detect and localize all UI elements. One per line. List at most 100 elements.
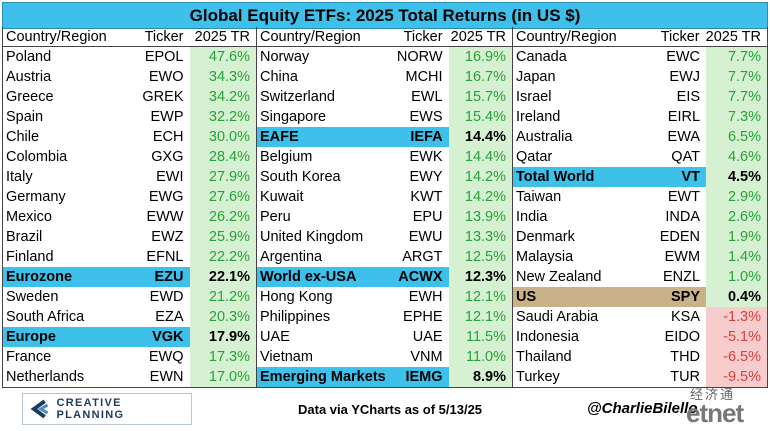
- ticker-symbol: NORW: [396, 49, 443, 65]
- country-name: Taiwan: [516, 189, 562, 205]
- return-value: 1.4%: [706, 247, 767, 267]
- country-name: India: [516, 209, 548, 225]
- return-value: 32.2%: [189, 107, 256, 127]
- ticker-symbol: EWI: [156, 169, 184, 185]
- ticker-symbol: EPU: [412, 209, 443, 225]
- ticker-symbol: EWY: [409, 169, 443, 185]
- ticker-symbol: VGK: [152, 329, 184, 345]
- country-name: Canada: [516, 49, 567, 65]
- ticker-symbol: EWZ: [151, 229, 184, 245]
- country-name: Poland: [6, 49, 52, 65]
- table-row: Vietnam VNM 11.0%: [257, 347, 512, 367]
- table-row: Mexico EWW 26.2%: [3, 207, 256, 227]
- author-handle: @CharlieBilello: [587, 400, 698, 417]
- country-name: Kuwait: [260, 189, 304, 205]
- table-row: Colombia GXG 28.4%: [3, 147, 256, 167]
- country-name: Chile: [6, 129, 40, 145]
- return-value: 14.2%: [448, 187, 512, 207]
- table-row: Belgium EWK 14.4%: [257, 147, 512, 167]
- header-country: Country/Region: [260, 28, 361, 45]
- country-name: China: [260, 69, 298, 85]
- return-value: 8.9%: [448, 367, 512, 387]
- table-row: Turkey TUR -9.5%: [513, 367, 767, 387]
- return-value: 20.3%: [189, 307, 256, 327]
- table-column-2: Country/Region Ticker 2025 TR Norway NORW…: [256, 27, 512, 388]
- ticker-symbol: EWN: [149, 369, 184, 385]
- table-row: Sweden EWD 21.2%: [3, 287, 256, 307]
- ticker-symbol: EWG: [148, 189, 184, 205]
- footer: CREATIVE PLANNING Data via YCharts as of…: [2, 387, 768, 431]
- country-name: Singapore: [260, 109, 327, 125]
- ticker-symbol: KWT: [410, 189, 443, 205]
- ticker-symbol: EZU: [154, 269, 184, 285]
- table-row: China MCHI 16.7%: [257, 67, 512, 87]
- return-value: -9.5%: [706, 367, 767, 387]
- watermark-chinese: 经济通: [690, 387, 736, 402]
- table-row: Germany EWG 27.6%: [3, 187, 256, 207]
- table-row: India INDA 2.6%: [513, 207, 767, 227]
- table-header: Country/Region Ticker 2025 TR: [3, 27, 256, 47]
- return-value: 30.0%: [189, 127, 256, 147]
- table-header: Country/Region Ticker 2025 TR: [257, 27, 512, 47]
- return-value: 27.6%: [189, 187, 256, 207]
- return-value: 1.9%: [706, 227, 767, 247]
- ticker-symbol: EWQ: [148, 349, 184, 365]
- return-value: 7.7%: [706, 67, 767, 87]
- header-country: Country/Region: [6, 28, 107, 45]
- ticker-symbol: VT: [681, 169, 701, 185]
- return-value: 34.2%: [189, 87, 256, 107]
- country-name: Argentina: [260, 249, 323, 265]
- country-name: Switzerland: [260, 89, 335, 105]
- ticker-symbol: EWS: [409, 109, 443, 125]
- returns-tables: Country/Region Ticker 2025 TR Poland EPOL…: [2, 27, 768, 388]
- ticker-symbol: EWL: [411, 89, 443, 105]
- return-value: 11.0%: [448, 347, 512, 367]
- table-row: Japan EWJ 7.7%: [513, 67, 767, 87]
- country-name: Australia: [516, 129, 573, 145]
- table-row: Spain EWP 32.2%: [3, 107, 256, 127]
- country-name: Germany: [6, 189, 66, 205]
- ticker-symbol: KSA: [671, 309, 701, 325]
- table-row: Switzerland EWL 15.7%: [257, 87, 512, 107]
- return-value: -6.5%: [706, 347, 767, 367]
- return-value: 7.7%: [706, 47, 767, 67]
- table-row: Thailand THD -6.5%: [513, 347, 767, 367]
- country-name: Malaysia: [516, 249, 574, 265]
- return-value: 17.9%: [189, 327, 256, 347]
- ticker-symbol: ECH: [152, 129, 184, 145]
- country-name: South Korea: [260, 169, 341, 185]
- return-value: 22.1%: [189, 267, 256, 287]
- country-name: Israel: [516, 89, 552, 105]
- country-name: Sweden: [6, 289, 59, 305]
- country-name: United Kingdom: [260, 229, 364, 245]
- return-value: 16.9%: [448, 47, 512, 67]
- country-name: Japan: [516, 69, 556, 85]
- return-value: 1.0%: [706, 267, 767, 287]
- country-name: Thailand: [516, 349, 572, 365]
- country-name: US: [516, 289, 537, 305]
- country-name: France: [6, 349, 52, 365]
- table-row: Finland EFNL 22.2%: [3, 247, 256, 267]
- table-row: Argentina ARGT 12.5%: [257, 247, 512, 267]
- ticker-symbol: EZA: [155, 309, 184, 325]
- return-value: 14.2%: [448, 167, 512, 187]
- return-value: 17.0%: [189, 367, 256, 387]
- ticker-symbol: THD: [670, 349, 701, 365]
- creative-planning-logo: CREATIVE PLANNING: [22, 393, 192, 425]
- return-value: 12.3%: [448, 267, 512, 287]
- return-value: 16.7%: [448, 67, 512, 87]
- ticker-symbol: GXG: [151, 149, 184, 165]
- ticker-symbol: GREK: [142, 89, 184, 105]
- country-name: South Africa: [6, 309, 85, 325]
- country-name: Mexico: [6, 209, 52, 225]
- country-name: Peru: [260, 209, 291, 225]
- table-row: Qatar QAT 4.6%: [513, 147, 767, 167]
- table-row: Brazil EWZ 25.9%: [3, 227, 256, 247]
- table-row: Eurozone EZU 22.1%: [3, 267, 256, 287]
- return-value: 27.9%: [189, 167, 256, 187]
- table-row: Indonesia EIDO -5.1%: [513, 327, 767, 347]
- table-row: South Africa EZA 20.3%: [3, 307, 256, 327]
- return-value: 2.9%: [706, 187, 767, 207]
- ticker-symbol: EWU: [408, 229, 443, 245]
- return-value: 13.3%: [448, 227, 512, 247]
